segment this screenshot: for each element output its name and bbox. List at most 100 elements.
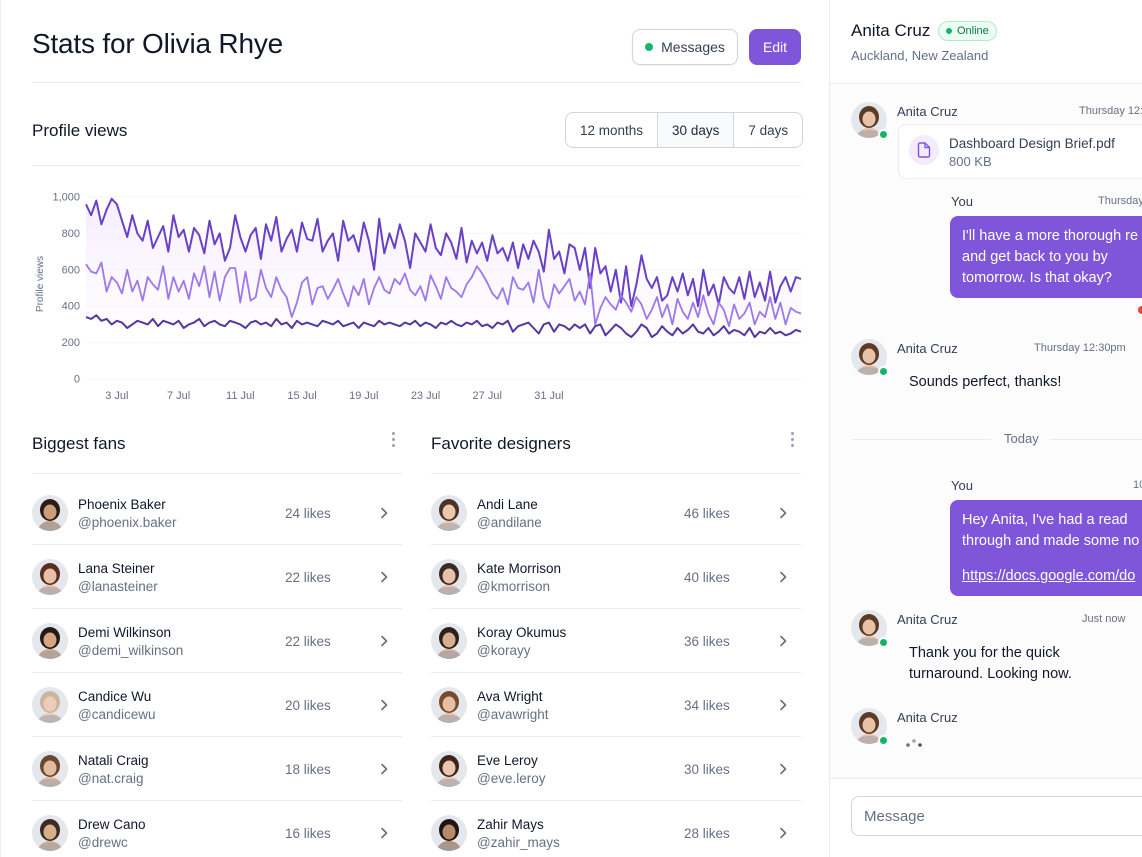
person-handle: @drewc <box>78 835 128 850</box>
message-line: I'll have a more thorough re <box>962 228 1139 244</box>
likes-count: 30 likes <box>684 762 730 777</box>
date-divider-line <box>1050 439 1142 440</box>
messages-button-label: Messages <box>661 39 725 55</box>
online-dot-icon <box>645 43 654 51</box>
list-item[interactable]: Andi Lane @andilane 46 likes <box>431 481 801 545</box>
avatar <box>431 623 467 659</box>
list-item[interactable]: Zahir Mays @zahir_mays 28 likes <box>431 801 801 857</box>
likes-count: 46 likes <box>684 506 730 521</box>
file-attachment[interactable]: Dashboard Design Brief.pdf 800 KB <box>898 124 1142 179</box>
message-link[interactable]: https://docs.google.com/do <box>962 568 1136 584</box>
y-tick-label: 800 <box>62 228 80 240</box>
list-item[interactable]: Eve Leroy @eve.leroy 30 likes <box>431 737 801 801</box>
series-line-3 <box>85 314 802 339</box>
avatar <box>32 815 68 851</box>
message-line: tomorrow. Is that okay? <box>962 270 1112 286</box>
person-handle: @zahir_mays <box>477 835 560 850</box>
range-12-months[interactable]: 12 months <box>566 113 659 147</box>
y-tick-label: 600 <box>62 264 80 276</box>
date-divider-line <box>851 439 991 440</box>
y-tick-label: 400 <box>62 301 80 313</box>
chevron-right-icon[interactable] <box>376 825 392 841</box>
message-line: through and made some no <box>962 533 1140 549</box>
avatar <box>32 495 68 531</box>
outgoing-message-bubble: Hey Anita, I've had a read through and m… <box>950 500 1142 596</box>
profile-views-chart: 0 200 400 600 800 1,000 Profile views 3 Jul 7 … <box>35 192 802 402</box>
avatar <box>32 751 68 787</box>
favorite-designers-title: Favorite designers <box>431 434 571 453</box>
file-name: Dashboard Design Brief.pdf <box>949 136 1115 151</box>
person-handle: @demi_wilkinson <box>78 643 184 658</box>
series-area <box>86 198 801 338</box>
x-tick-label: 15 Jul <box>287 390 316 402</box>
person-handle: @nat.craig <box>78 771 144 786</box>
anita-avatar <box>851 610 889 648</box>
x-tick-label: 27 Jul <box>473 390 502 402</box>
list-item[interactable]: Lana Steiner @lanasteiner 22 likes <box>32 545 402 609</box>
online-status-badge: Online <box>938 21 997 41</box>
designers-list: Andi Lane @andilane 46 likes Kate Morrison @… <box>431 481 801 857</box>
list-item[interactable]: Demi Wilkinson @demi_wilkinson 22 likes <box>32 609 402 673</box>
message-time: Thursday <box>1098 195 1142 207</box>
list-item[interactable]: Natali Craig @nat.craig 18 likes <box>32 737 402 801</box>
message-time: 10 <box>1133 479 1142 491</box>
designers-more-icon[interactable] <box>784 429 800 449</box>
typing-indicator-icon <box>906 739 922 747</box>
chevron-right-icon[interactable] <box>775 505 791 521</box>
chart-areas <box>86 198 801 338</box>
chevron-right-icon[interactable] <box>376 633 392 649</box>
fans-more-icon[interactable] <box>385 429 401 449</box>
list-item[interactable]: Kate Morrison @kmorrison 40 likes <box>431 545 801 609</box>
list-item[interactable]: Drew Cano @drewc 16 likes <box>32 801 402 857</box>
outgoing-message-bubble: I'll have a more thorough re and get bac… <box>950 216 1142 298</box>
anita-avatar <box>851 339 889 377</box>
chevron-right-icon[interactable] <box>775 569 791 585</box>
range-30-days[interactable]: 30 days <box>658 113 735 147</box>
y-tick-label: 200 <box>62 337 80 349</box>
avatar <box>431 495 467 531</box>
messages-button[interactable]: Messages <box>632 29 738 65</box>
likes-count: 22 likes <box>285 570 331 585</box>
person-name: Koray Okumus <box>477 625 567 640</box>
chat-panel: Anita Cruz Online Auckland, New Zealand … <box>829 0 1142 857</box>
anita-avatar <box>851 708 889 746</box>
profile-views-title: Profile views <box>32 121 128 140</box>
list-item[interactable]: Ava Wright @avawright 34 likes <box>431 673 801 737</box>
chevron-right-icon[interactable] <box>376 761 392 777</box>
incoming-message-bubble: Thank you for the quick turnaround. Look… <box>897 643 1084 685</box>
chevron-right-icon[interactable] <box>775 825 791 841</box>
chevron-right-icon[interactable] <box>376 569 392 585</box>
message-line: Thank you for the quick <box>909 645 1060 661</box>
likes-count: 16 likes <box>285 826 331 841</box>
person-handle: @candicewu <box>78 707 156 722</box>
chevron-right-icon[interactable] <box>775 697 791 713</box>
chat-input-divider <box>830 778 1142 779</box>
chevron-right-icon[interactable] <box>775 633 791 649</box>
y-tick-label: 1,000 <box>52 192 80 204</box>
chevron-right-icon[interactable] <box>775 761 791 777</box>
x-tick-label: 11 Jul <box>226 390 255 402</box>
file-size: 800 KB <box>949 154 992 169</box>
range-7-days[interactable]: 7 days <box>748 122 789 138</box>
avatar <box>431 687 467 723</box>
chevron-right-icon[interactable] <box>376 505 392 521</box>
anita-avatar <box>851 102 889 140</box>
message-time: Thursday 12: <box>1079 105 1142 117</box>
incoming-message-bubble: Sounds perfect, thanks! <box>909 374 1062 390</box>
list-item[interactable]: Phoenix Baker @phoenix.baker 24 likes <box>32 481 402 545</box>
edit-button[interactable]: Edit <box>749 29 801 65</box>
chevron-right-icon[interactable] <box>376 697 392 713</box>
person-handle: @eve.leroy <box>477 771 546 786</box>
list-item[interactable]: Koray Okumus @korayy 36 likes <box>431 609 801 673</box>
person-name: Kate Morrison <box>477 561 562 576</box>
likes-count: 34 likes <box>684 698 730 713</box>
likes-count: 28 likes <box>684 826 730 841</box>
message-input[interactable] <box>851 796 1142 836</box>
y-axis-label: Profile views <box>35 256 46 312</box>
online-indicator-icon <box>878 129 889 140</box>
person-name: Lana Steiner <box>78 561 155 576</box>
biggest-fans-title: Biggest fans <box>32 434 126 453</box>
list-item[interactable]: Candice Wu @candicewu 20 likes <box>32 673 402 737</box>
x-axis-ticks: 3 Jul 7 Jul 11 Jul 15 Jul 19 Jul 23 Jul 27 Jul… <box>105 390 563 402</box>
